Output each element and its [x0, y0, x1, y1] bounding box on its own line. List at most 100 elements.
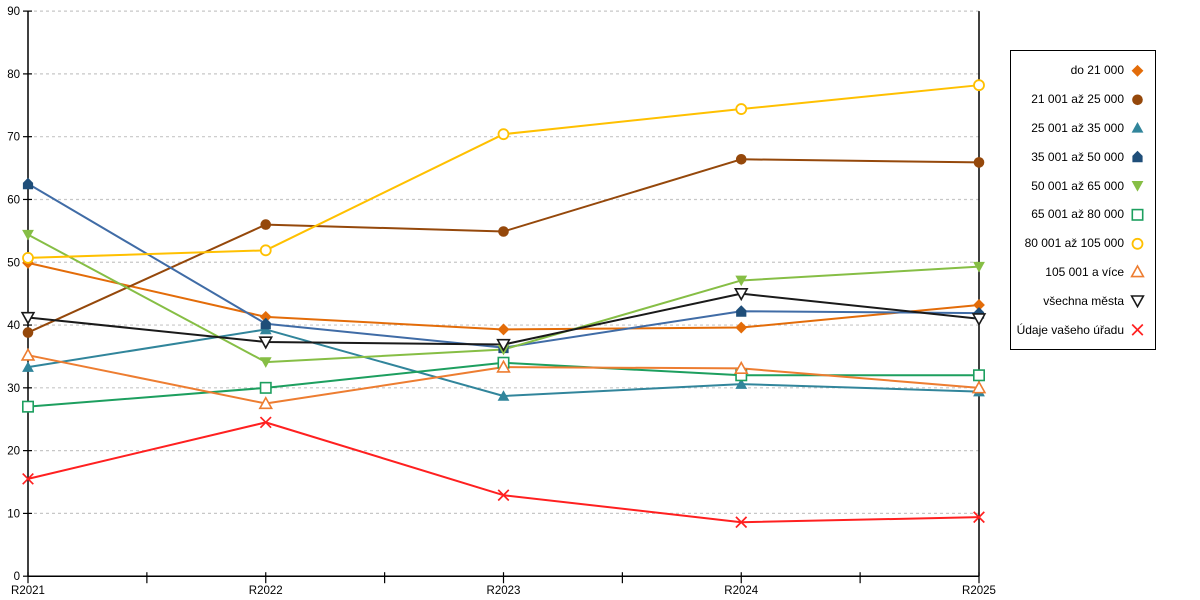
y-tick-label: 70	[7, 132, 20, 144]
triangle-up-icon	[733, 360, 749, 374]
legend-label: 80 001 až 105 000	[1024, 236, 1124, 251]
legend-marker	[1131, 122, 1144, 134]
legend-marker	[1132, 94, 1143, 105]
legend-item: 21 001 až 25 000	[1011, 92, 1155, 107]
legend-item: všechna města	[1011, 293, 1155, 309]
diamond-icon	[1131, 64, 1144, 77]
circle-icon	[22, 251, 34, 264]
triangle-up-icon	[1131, 122, 1144, 134]
x-icon	[1131, 323, 1144, 336]
x-tick-label: R2024	[724, 585, 758, 597]
legend-marker	[1131, 64, 1144, 77]
triangle-down-icon	[496, 338, 511, 352]
legend-marker	[1131, 181, 1144, 192]
square-icon	[1131, 208, 1144, 221]
legend-item: 80 001 až 105 000	[1011, 236, 1155, 251]
series-line-9	[27, 421, 980, 524]
x-icon	[735, 516, 748, 529]
series-markers-9	[22, 416, 985, 529]
x-icon	[497, 489, 510, 502]
legend-label: do 21 000	[1070, 63, 1124, 78]
triangle-up-icon	[735, 378, 748, 389]
legend-item: 65 001 až 80 000	[1011, 207, 1155, 222]
triangle-down-icon	[258, 336, 274, 350]
legend-item: 105 001 a více	[1011, 264, 1155, 279]
circle-icon	[260, 219, 272, 230]
x-tick-label: R2021	[11, 585, 45, 597]
y-tick-label: 30	[7, 383, 20, 395]
x-icon	[22, 472, 34, 485]
legend-item: Údaje vašeho úřadu	[1011, 322, 1155, 337]
y-tick-label: 20	[7, 446, 20, 458]
series-line-3	[27, 182, 980, 349]
triangle-up-icon	[1130, 264, 1145, 278]
triangle-up-icon	[971, 380, 987, 394]
circle-icon	[973, 157, 985, 168]
legend-item: 50 001 až 65 000	[1011, 178, 1155, 193]
triangle-down-icon	[733, 288, 749, 302]
legend-item: 35 001 až 50 000	[1011, 149, 1155, 164]
circle-icon	[735, 103, 748, 115]
triangle-up-icon	[20, 347, 36, 361]
triangle-down-icon	[1130, 295, 1145, 309]
y-tick-label: 50	[7, 257, 20, 269]
y-tick-label: 40	[7, 320, 20, 332]
circle-icon	[735, 153, 747, 165]
legend-marker	[1132, 151, 1143, 163]
circle-icon	[22, 327, 34, 338]
triangle-down-icon	[259, 357, 272, 368]
circle-icon	[497, 128, 510, 141]
x-icon	[973, 511, 985, 524]
chart-legend: do 21 000 21 001 až 25 000 25 001 až 35 00…	[1010, 50, 1156, 350]
diamond-icon	[259, 310, 272, 323]
triangle-down-icon	[973, 261, 985, 273]
circle-icon	[1132, 94, 1143, 105]
triangle-up-icon	[22, 361, 34, 372]
x-tick-label: R2023	[487, 585, 521, 597]
square-icon	[259, 381, 272, 394]
diamond-icon	[973, 299, 985, 311]
series-markers-7	[20, 347, 987, 410]
legend-marker	[1130, 264, 1145, 278]
diamond-icon	[735, 321, 748, 334]
diamond-icon	[497, 323, 510, 336]
pentagon-icon	[1132, 151, 1143, 163]
series-markers-6	[22, 79, 985, 264]
legend-label: 35 001 až 50 000	[1031, 149, 1124, 164]
circle-icon	[1131, 237, 1144, 250]
triangle-down-icon	[20, 311, 36, 325]
square-icon	[972, 369, 985, 382]
triangle-down-icon	[1131, 181, 1144, 192]
triangle-up-icon	[497, 390, 510, 401]
legend-label: všechna města	[1043, 293, 1124, 308]
pentagon-icon	[22, 177, 34, 190]
circle-icon	[498, 226, 509, 237]
legend-label: 50 001 až 65 000	[1031, 178, 1124, 193]
series-line-0	[27, 261, 980, 331]
y-tick-label: 90	[7, 6, 20, 18]
legend-marker	[1131, 208, 1144, 221]
circle-icon	[259, 244, 272, 257]
y-tick-label: 0	[14, 571, 20, 583]
legend-marker	[1130, 295, 1145, 309]
triangle-down-icon	[22, 229, 34, 241]
pentagon-icon	[736, 305, 747, 317]
legend-marker	[1131, 237, 1144, 250]
legend-label: 25 001 až 35 000	[1031, 120, 1124, 135]
triangle-up-icon	[258, 396, 274, 410]
legend-item: do 21 000	[1011, 63, 1155, 78]
square-icon	[21, 400, 34, 413]
triangle-up-icon	[496, 359, 511, 373]
legend-label: 21 001 až 25 000	[1031, 92, 1124, 107]
legend-label: 105 001 a více	[1045, 264, 1124, 279]
x-tick-label: R2025	[962, 585, 996, 597]
y-tick-label: 80	[7, 69, 20, 81]
y-tick-label: 60	[7, 194, 20, 206]
legend-marker	[1131, 323, 1144, 336]
series-markers-8	[20, 288, 987, 352]
triangle-down-icon	[735, 275, 748, 287]
series-line-1	[27, 158, 980, 334]
triangle-down-icon	[971, 313, 987, 327]
